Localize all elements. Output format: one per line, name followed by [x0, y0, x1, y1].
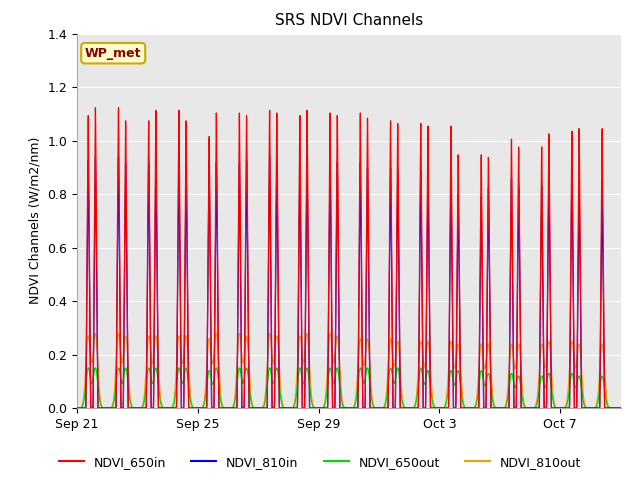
- NDVI_810in: [402, 405, 410, 411]
- NDVI_810out: [92, 330, 99, 336]
- NDVI_650out: [412, 402, 419, 408]
- NDVI_810in: [412, 405, 419, 411]
- NDVI_810out: [73, 405, 81, 411]
- NDVI_810out: [189, 405, 197, 411]
- NDVI_810out: [225, 405, 233, 411]
- Title: SRS NDVI Channels: SRS NDVI Channels: [275, 13, 423, 28]
- NDVI_650in: [412, 405, 419, 411]
- Line: NDVI_810in: NDVI_810in: [77, 157, 621, 408]
- NDVI_650out: [617, 405, 625, 411]
- NDVI_650out: [225, 405, 233, 411]
- Y-axis label: NDVI Channels (W/m2/nm): NDVI Channels (W/m2/nm): [29, 137, 42, 304]
- NDVI_650out: [84, 365, 92, 371]
- NDVI_650out: [402, 405, 410, 411]
- NDVI_650out: [189, 405, 197, 411]
- NDVI_810out: [617, 405, 625, 411]
- NDVI_810in: [189, 405, 197, 411]
- NDVI_810out: [565, 370, 573, 376]
- NDVI_810in: [617, 405, 625, 411]
- NDVI_810out: [412, 400, 419, 406]
- NDVI_650in: [617, 405, 625, 411]
- NDVI_810in: [225, 405, 233, 411]
- NDVI_810in: [617, 405, 625, 411]
- NDVI_650out: [73, 405, 81, 411]
- NDVI_810in: [565, 405, 573, 411]
- NDVI_650in: [189, 405, 197, 411]
- Line: NDVI_650in: NDVI_650in: [77, 108, 621, 408]
- Legend: NDVI_650in, NDVI_810in, NDVI_650out, NDVI_810out: NDVI_650in, NDVI_810in, NDVI_650out, NDV…: [54, 451, 586, 474]
- NDVI_650in: [92, 105, 99, 111]
- NDVI_810out: [617, 405, 625, 411]
- Line: NDVI_650out: NDVI_650out: [77, 368, 621, 408]
- NDVI_650in: [565, 405, 573, 411]
- NDVI_650in: [225, 405, 233, 411]
- NDVI_650in: [73, 405, 81, 411]
- NDVI_650out: [617, 405, 625, 411]
- NDVI_810out: [402, 405, 410, 411]
- NDVI_650out: [565, 387, 573, 393]
- Text: WP_met: WP_met: [85, 47, 141, 60]
- NDVI_650in: [402, 405, 410, 411]
- Line: NDVI_810out: NDVI_810out: [77, 333, 621, 408]
- NDVI_810in: [92, 155, 99, 160]
- NDVI_650in: [617, 405, 625, 411]
- NDVI_810in: [73, 405, 81, 411]
